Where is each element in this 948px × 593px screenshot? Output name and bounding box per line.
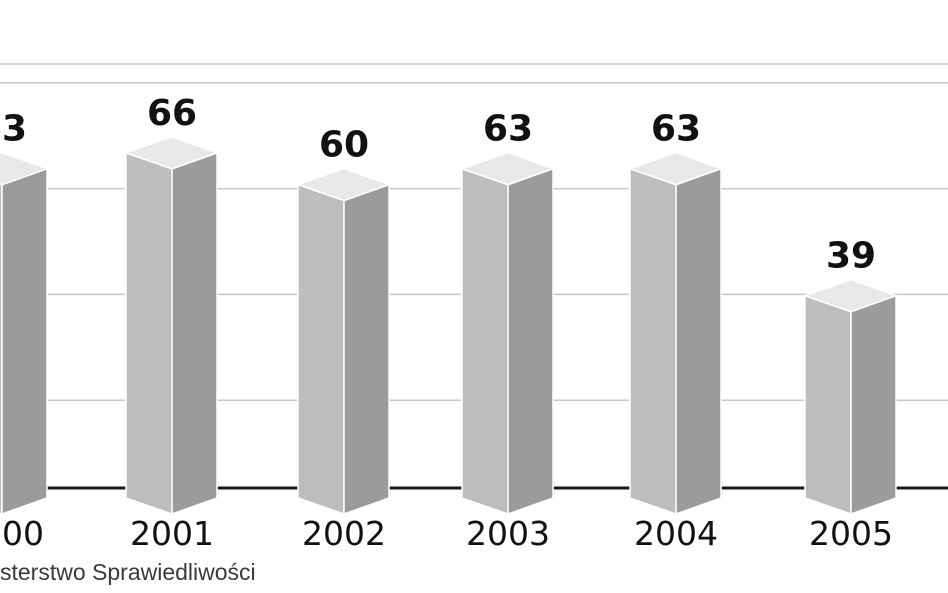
bar-front-face [629, 167, 677, 516]
bar-2005 [802, 278, 899, 516]
bar-value-label: 63 [0, 109, 27, 150]
bar-front-face [297, 183, 345, 516]
category-label: 2002 [302, 514, 386, 553]
bar-value-label: 66 [147, 93, 197, 134]
source-note: sterstwo Sprawiedliwości [0, 559, 256, 586]
bar-value-label: 63 [483, 109, 533, 150]
bar-top-face [0, 151, 50, 186]
bar-side-face [343, 183, 390, 516]
bar-side-face [850, 294, 897, 516]
bar-top-face [123, 136, 220, 170]
source-text: sterstwo Sprawiedliwości [0, 559, 256, 585]
bar-front-face [804, 294, 852, 516]
bar-value-label: 60 [319, 125, 369, 166]
bar-side-face [1, 167, 48, 516]
bar-side-face [507, 167, 554, 516]
bar-top-face [802, 278, 899, 313]
category-label: 2004 [634, 514, 718, 553]
category-label: 2003 [466, 514, 550, 553]
bar-2000 [0, 151, 50, 516]
bar-value-label: 39 [826, 236, 876, 277]
bar-2002 [295, 167, 392, 516]
category-label: 2005 [809, 514, 893, 553]
category-label: 2001 [130, 514, 214, 553]
bar-2004 [627, 151, 724, 516]
bar-front-face [461, 167, 509, 516]
bar-side-face [675, 167, 722, 516]
bar-value-label: 63 [651, 109, 701, 150]
bar-top-face [459, 151, 556, 186]
category-label: 2000 [0, 514, 44, 553]
bar-2001 [123, 136, 220, 516]
bar-top-face [627, 151, 724, 186]
bar-side-face [171, 151, 218, 516]
bar-front-face [125, 151, 173, 516]
bar-top-face [295, 167, 392, 202]
bar-2003 [459, 151, 556, 516]
